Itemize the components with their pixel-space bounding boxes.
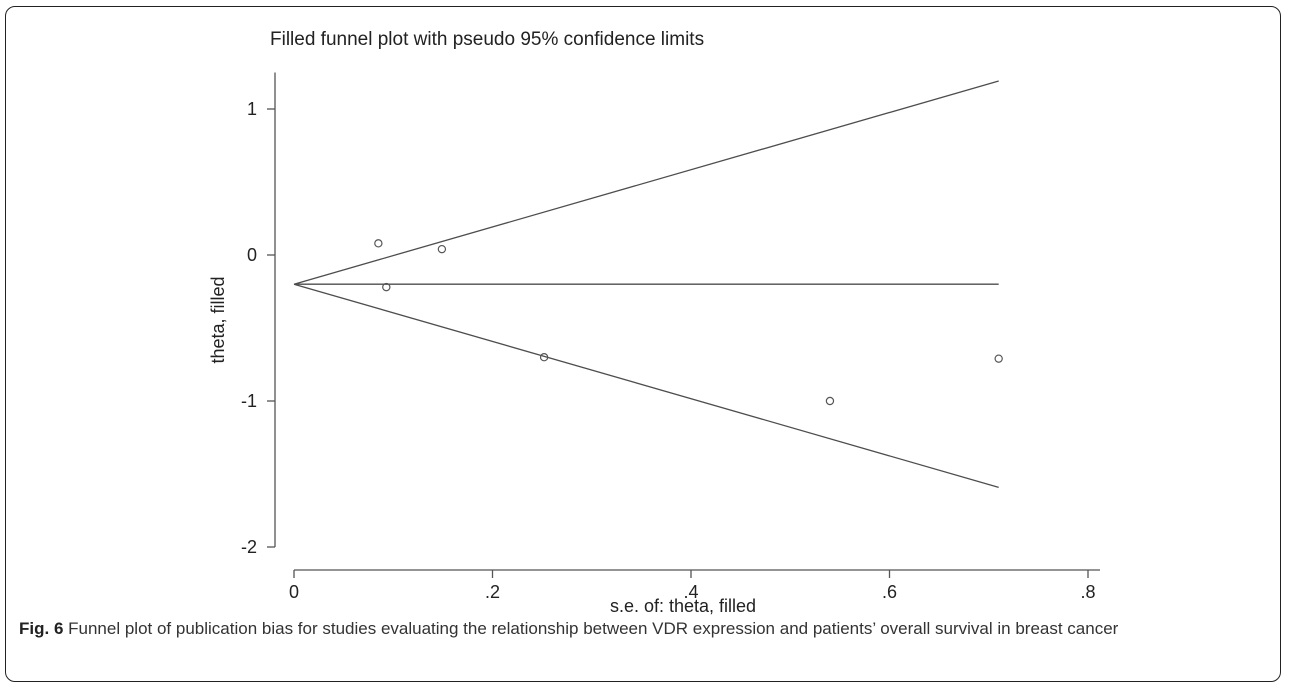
study-point <box>539 353 549 362</box>
study-point <box>437 244 447 254</box>
y-tick-label: -2 <box>241 537 257 557</box>
x-tick-label: .6 <box>882 582 897 602</box>
study-point <box>374 239 383 248</box>
caption-label: Fig. 6 <box>19 619 64 638</box>
x-tick-label: 0 <box>289 582 299 602</box>
upper-confidence-limit-line <box>293 80 999 285</box>
study-point <box>382 282 391 292</box>
study-point <box>825 396 835 406</box>
chart-title: Filled funnel plot with pseudo 95% confi… <box>270 29 704 50</box>
figure-caption: Fig. 6 Funnel plot of publication bias f… <box>19 617 1259 641</box>
y-axis-label: theta, filled <box>208 276 228 363</box>
y-tick-label: -1 <box>241 391 257 411</box>
x-tick-label: .4 <box>683 582 698 602</box>
y-tick-label: 1 <box>247 99 257 119</box>
x-axis-label: s.e. of: theta, filled <box>610 596 756 616</box>
figure-frame: Filled funnel plot with pseudo 95% confi… <box>5 6 1281 682</box>
lower-confidence-limit-line <box>293 283 999 488</box>
study-point <box>994 354 1003 363</box>
caption-text: Funnel plot of publication bias for stud… <box>68 619 1119 638</box>
y-tick-label: 0 <box>247 245 257 265</box>
x-tick-label: .2 <box>485 582 500 602</box>
funnel-plot: Filled funnel plot with pseudo 95% confi… <box>208 29 1100 616</box>
study-points <box>374 239 1003 406</box>
x-tick-label: .8 <box>1080 582 1095 602</box>
funnel-lines <box>293 80 999 488</box>
axes: 1 0 -1 -2 0 .2 .4 .6 .8 <box>241 72 1100 602</box>
